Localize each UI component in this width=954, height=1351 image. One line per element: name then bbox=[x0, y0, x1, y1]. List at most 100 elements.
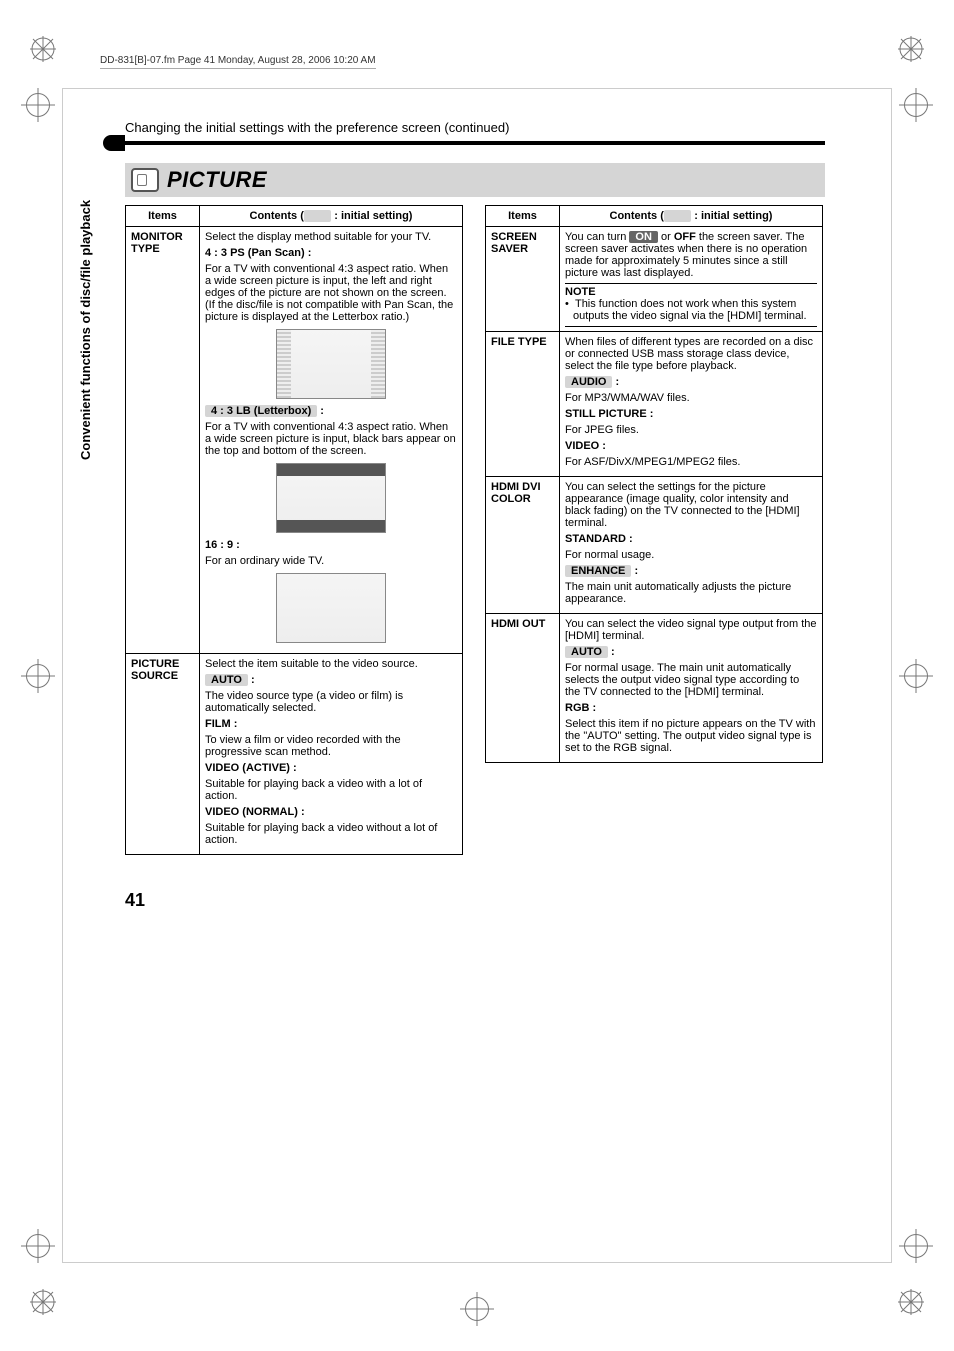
page-number: 41 bbox=[125, 890, 145, 911]
th-contents-suffix: : initial setting) bbox=[691, 210, 772, 222]
t: or bbox=[658, 231, 674, 243]
opt-text: The main unit automatically adjusts the … bbox=[565, 581, 817, 605]
section-bar: PICTURE bbox=[125, 163, 825, 197]
opt-label-suffix: : bbox=[317, 405, 324, 417]
intro-text: You can select the video signal type out… bbox=[565, 618, 817, 642]
row-file-type: FILE TYPE When files of different types … bbox=[486, 332, 823, 477]
opt-text: To view a film or video recorded with th… bbox=[205, 734, 457, 758]
left-column: Items Contents ( : initial setting) MONI… bbox=[125, 205, 463, 855]
page-content: Changing the initial settings with the p… bbox=[125, 120, 825, 855]
th-contents: Contents ( : initial setting) bbox=[200, 206, 463, 227]
opt-label: VIDEO : bbox=[565, 440, 606, 452]
registration-target bbox=[26, 93, 50, 117]
on-badge: ON bbox=[629, 231, 658, 243]
opt-label: STILL PICTURE : bbox=[565, 408, 653, 420]
item-contents: You can select the settings for the pict… bbox=[560, 477, 823, 614]
opt-text: The video source type (a video or film) … bbox=[205, 690, 457, 714]
opt-text: Select this item if no picture appears o… bbox=[565, 718, 817, 754]
opt-label: FILM : bbox=[205, 718, 237, 730]
opt-label: STANDARD : bbox=[565, 533, 633, 545]
opt-text: Suitable for playing back a video withou… bbox=[205, 822, 457, 846]
registration-target bbox=[904, 93, 928, 117]
registration-target bbox=[904, 664, 928, 688]
row-monitor-type: MONITOR TYPE Select the display method s… bbox=[126, 227, 463, 654]
columns: Items Contents ( : initial setting) MONI… bbox=[125, 205, 825, 855]
item-name: PICTURE SOURCE bbox=[126, 654, 200, 855]
opt-text: Suitable for playing back a video with a… bbox=[205, 778, 457, 802]
opt-label-pill: 4 : 3 LB (Letterbox) bbox=[205, 405, 317, 417]
opt-label: VIDEO (NORMAL) : bbox=[205, 806, 305, 818]
section-title: PICTURE bbox=[167, 167, 267, 193]
opt-label: 4 : 3 PS (Pan Scan) : bbox=[205, 247, 311, 259]
off-text: OFF bbox=[674, 231, 696, 243]
opt-text: For MP3/WMA/WAV files. bbox=[565, 392, 817, 404]
registration-mark bbox=[898, 36, 924, 62]
item-name: FILE TYPE bbox=[486, 332, 560, 477]
note-text: • This function does not work when this … bbox=[565, 298, 817, 327]
item-contents: You can turn ON or OFF the screen saver.… bbox=[560, 227, 823, 332]
th-items: Items bbox=[126, 206, 200, 227]
opt-text: For normal usage. The main unit automati… bbox=[565, 662, 817, 698]
widescreen-illustration bbox=[276, 573, 386, 643]
item-name: SCREEN SAVER bbox=[486, 227, 560, 332]
th-items: Items bbox=[486, 206, 560, 227]
opt-label-pill: AUTO bbox=[205, 674, 248, 686]
row-screen-saver: SCREEN SAVER You can turn ON or OFF the … bbox=[486, 227, 823, 332]
opt-text: For ASF/DivX/MPEG1/MPEG2 files. bbox=[565, 456, 817, 468]
initial-setting-swatch bbox=[304, 210, 331, 222]
opt-label-pill: ENHANCE bbox=[565, 565, 631, 577]
th-contents-prefix: Contents ( bbox=[250, 210, 304, 222]
opt-text: For a TV with conventional 4:3 aspect ra… bbox=[205, 421, 457, 457]
opt-label: 16 : 9 : bbox=[205, 539, 240, 551]
initial-setting-swatch bbox=[664, 210, 691, 222]
note-title: NOTE bbox=[565, 283, 817, 298]
opt-label-pill: AUTO bbox=[565, 646, 608, 658]
registration-target bbox=[26, 664, 50, 688]
registration-mark bbox=[898, 1289, 924, 1315]
row-hdmi-out: HDMI OUT You can select the video signal… bbox=[486, 614, 823, 763]
panscan-illustration bbox=[276, 329, 386, 399]
opt-label-suffix: : bbox=[612, 376, 619, 388]
opt-text: For an ordinary wide TV. bbox=[205, 555, 457, 567]
side-label: Convenient functions of disc/file playba… bbox=[78, 200, 93, 460]
item-name: HDMI DVI COLOR bbox=[486, 477, 560, 614]
opt-label-suffix: : bbox=[608, 646, 615, 658]
registration-target bbox=[26, 1234, 50, 1258]
running-head: Changing the initial settings with the p… bbox=[125, 120, 825, 135]
registration-mark bbox=[30, 1289, 56, 1315]
item-contents: When files of different types are record… bbox=[560, 332, 823, 477]
opt-text: For normal usage. bbox=[565, 549, 817, 561]
running-rule bbox=[125, 141, 825, 145]
th-contents-prefix: Contents ( bbox=[610, 210, 664, 222]
intro-text: When files of different types are record… bbox=[565, 336, 817, 372]
opt-label: VIDEO (ACTIVE) : bbox=[205, 762, 297, 774]
file-header: DD-831[B]-07.fm Page 41 Monday, August 2… bbox=[100, 55, 376, 69]
opt-text: For JPEG files. bbox=[565, 424, 817, 436]
th-contents-suffix: : initial setting) bbox=[331, 210, 412, 222]
letterbox-illustration bbox=[276, 463, 386, 533]
registration-mark bbox=[30, 36, 56, 62]
opt-text: For a TV with conventional 4:3 aspect ra… bbox=[205, 263, 457, 323]
opt-label-suffix: : bbox=[631, 565, 638, 577]
t: You can turn bbox=[565, 231, 629, 243]
item-name: MONITOR TYPE bbox=[126, 227, 200, 654]
item-contents: Select the item suitable to the video so… bbox=[200, 654, 463, 855]
item-contents: Select the display method suitable for y… bbox=[200, 227, 463, 654]
row-hdmi-dvi-color: HDMI DVI COLOR You can select the settin… bbox=[486, 477, 823, 614]
note-body: This function does not work when this sy… bbox=[573, 298, 807, 322]
opt-label-suffix: : bbox=[248, 674, 255, 686]
intro-text: You can select the settings for the pict… bbox=[565, 481, 817, 529]
item-contents: You can select the video signal type out… bbox=[560, 614, 823, 763]
right-table: Items Contents ( : initial setting) SCRE… bbox=[485, 205, 823, 763]
th-contents: Contents ( : initial setting) bbox=[560, 206, 823, 227]
registration-target bbox=[465, 1297, 489, 1321]
registration-target bbox=[904, 1234, 928, 1258]
left-table: Items Contents ( : initial setting) MONI… bbox=[125, 205, 463, 855]
opt-label-pill: AUDIO bbox=[565, 376, 612, 388]
row-picture-source: PICTURE SOURCE Select the item suitable … bbox=[126, 654, 463, 855]
item-name: HDMI OUT bbox=[486, 614, 560, 763]
intro-text: Select the item suitable to the video so… bbox=[205, 658, 457, 670]
intro-text: You can turn ON or OFF the screen saver.… bbox=[565, 231, 817, 279]
intro-text: Select the display method suitable for y… bbox=[205, 231, 457, 243]
thumb-tab bbox=[103, 135, 125, 151]
